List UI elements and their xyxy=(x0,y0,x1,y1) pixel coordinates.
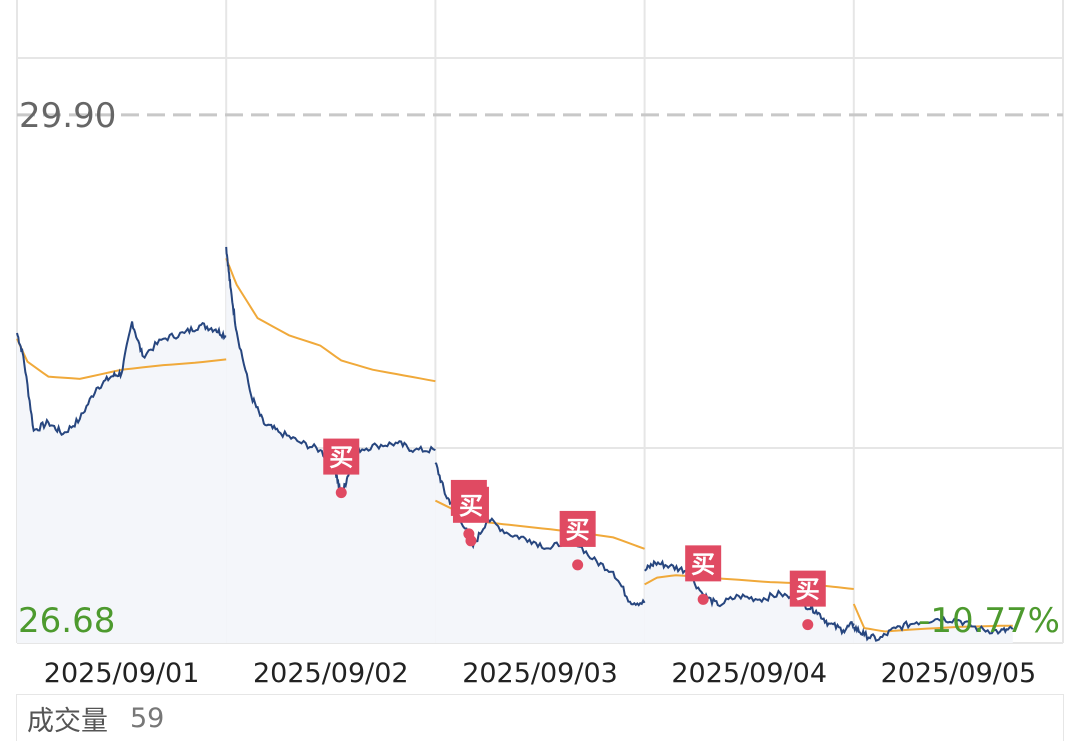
buy-badge-text: 买 xyxy=(329,444,353,472)
buy-dot xyxy=(572,559,584,571)
buy-marker: 买 xyxy=(323,438,360,499)
price-area-day-4 xyxy=(644,561,854,643)
volume-label: 成交量 xyxy=(27,705,108,737)
date-label: 2025/09/05 xyxy=(881,658,1037,689)
price-area-day-5 xyxy=(853,617,1013,643)
buy-badge-text: 买 xyxy=(691,550,715,578)
buy-dot xyxy=(697,593,709,605)
buy-marker: 买 xyxy=(559,510,596,571)
change-percent-label: -10.77% xyxy=(918,601,1060,641)
date-label: 2025/09/01 xyxy=(44,658,200,689)
price-area-day-2 xyxy=(226,246,436,643)
price-line-day-1 xyxy=(16,321,227,437)
date-label: 2025/09/03 xyxy=(462,658,618,689)
price-line-day-4 xyxy=(644,559,855,636)
price-area-fills xyxy=(17,246,1013,643)
price-area-day-3 xyxy=(435,462,645,643)
buy-dot xyxy=(335,487,347,499)
buy-dot xyxy=(802,619,814,631)
volume-bar: 成交量 59 xyxy=(16,694,1064,741)
buy-badge-text: 买 xyxy=(566,516,590,544)
buy-badge-text: 买 xyxy=(459,492,483,520)
volume-value: 59 xyxy=(130,702,165,734)
average-line-day-5 xyxy=(852,603,1013,633)
buy-badge xyxy=(452,486,489,523)
buy-badge-text: 买 xyxy=(796,576,820,604)
low-price-label: 26.68 xyxy=(18,601,115,641)
buy-marker: 买 xyxy=(685,545,722,605)
date-label: 2025/09/04 xyxy=(671,658,827,689)
average-line-day-1 xyxy=(16,338,227,380)
date-axis-labels: 2025/09/01 2025/09/02 2025/09/03 2025/09/04… xyxy=(44,658,1036,689)
average-line-day-2 xyxy=(225,257,436,383)
buy-badge xyxy=(789,570,826,607)
buy-badge xyxy=(685,545,722,582)
buy-badge xyxy=(323,438,360,475)
buy-markers: 买买买买买买 xyxy=(323,438,826,631)
buy-badge xyxy=(559,510,596,547)
price-line-day-5 xyxy=(852,615,1014,642)
buy-dot xyxy=(465,535,477,547)
price-chart: 买买买买买买 29.90 26.68 -10.77% 2025/09/01202… xyxy=(16,0,1064,689)
buy-marker: 买 xyxy=(789,570,826,631)
reference-price-label: 29.90 xyxy=(19,96,116,136)
date-label: 2025/09/02 xyxy=(253,658,409,689)
price-area-day-1 xyxy=(17,321,227,643)
buy-marker: 买 xyxy=(452,486,489,547)
